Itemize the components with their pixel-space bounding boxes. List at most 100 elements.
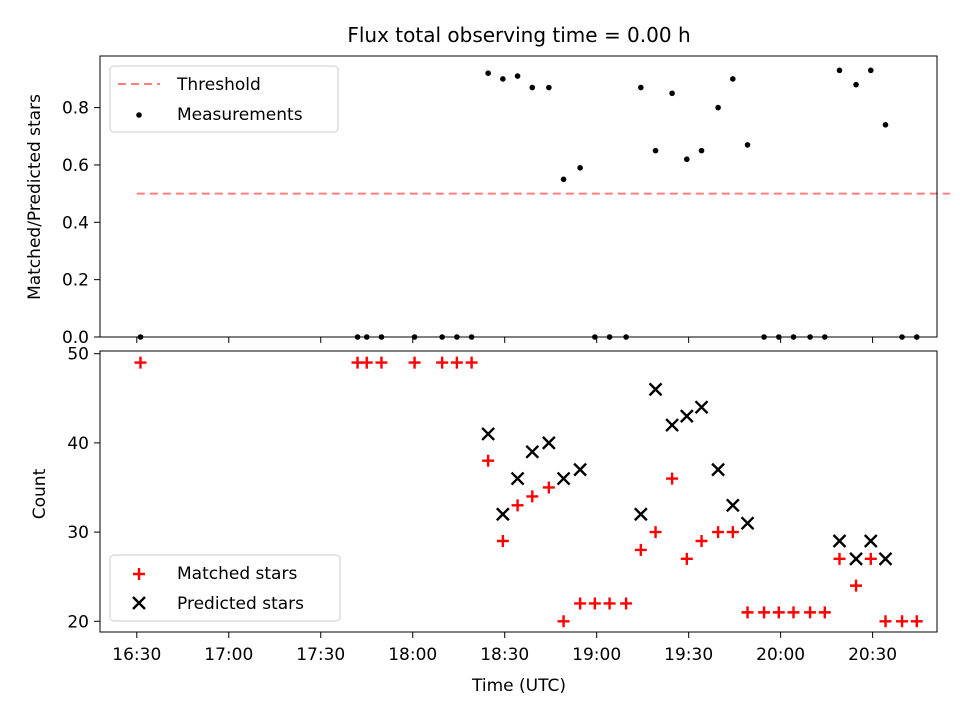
predicted-point — [711, 462, 725, 477]
bottom-axes-frame — [99, 350, 938, 633]
x-tick-label: 19:00 — [572, 645, 621, 665]
measurement-point — [546, 84, 552, 91]
measurement-point — [560, 176, 567, 183]
x-tick-label: 19:30 — [664, 645, 713, 665]
bottom-x-ticks: 16:30 17:00 17:30 18:00 18:30 19:00 19:30 20:00… — [112, 632, 897, 665]
bottom-y-tick-label: 50 — [67, 345, 89, 365]
matched-point — [588, 597, 601, 610]
top-axes-frame — [99, 55, 938, 338]
matched-point — [603, 597, 616, 610]
matched-point — [772, 606, 785, 619]
matched-point — [436, 356, 449, 369]
top-legend-box — [109, 65, 339, 133]
matched-point — [574, 597, 587, 610]
bottom-y-tick-label: 30 — [67, 523, 89, 543]
matched-point — [450, 356, 463, 369]
measurement-point — [715, 104, 721, 111]
predicted-point — [510, 471, 525, 486]
bottom-y-tick-label: 40 — [67, 434, 89, 454]
matched-point — [557, 615, 570, 628]
predicted-point — [878, 552, 893, 566]
predicted-point — [665, 418, 679, 432]
x-axis-label: Time (UTC) — [471, 676, 566, 696]
matched-point — [787, 606, 800, 619]
bottom-y-tick-label: 20 — [67, 612, 89, 632]
x-tick-label: 17:00 — [204, 645, 253, 665]
measurement-point — [867, 67, 874, 74]
matched-point — [818, 606, 831, 619]
measurement-point — [836, 67, 843, 74]
predicted-legend-label: Predicted stars — [177, 594, 304, 614]
threshold-legend-label: Threshold — [176, 75, 261, 95]
measurement-point — [853, 81, 859, 88]
matched-point — [465, 356, 478, 369]
predicted-point — [542, 436, 556, 450]
measurement-point — [652, 147, 659, 154]
top-y-ticks: 0.0 0.2 0.4 0.6 0.8 — [62, 99, 100, 348]
top-y-axis-label: Matched/Predicted stars — [25, 94, 45, 300]
matched-point — [482, 454, 495, 467]
matched-point — [758, 606, 771, 619]
predicted-point — [725, 498, 740, 513]
predicted-point — [740, 516, 755, 531]
matched-point — [864, 552, 877, 565]
matched-point — [496, 535, 509, 548]
predicted-point — [648, 382, 663, 397]
matched-point — [726, 526, 739, 539]
matched-point — [850, 579, 863, 592]
predicted-point — [481, 427, 495, 441]
matched-point — [910, 615, 923, 628]
top-legend: Threshold Measurements — [109, 65, 339, 133]
measurement-point — [684, 156, 690, 163]
x-tick-label: 18:30 — [480, 645, 529, 665]
matched-point — [896, 615, 909, 628]
matched-point — [712, 526, 725, 539]
top-y-tick-label: 0.6 — [62, 156, 89, 176]
matched-point — [360, 356, 373, 369]
x-tick-label: 17:30 — [296, 645, 345, 665]
measurements-legend-label: Measurements — [177, 105, 303, 125]
measurement-point — [698, 147, 705, 154]
measurement-point — [882, 122, 889, 128]
measurement-point — [577, 165, 583, 171]
measurement-point — [500, 76, 506, 82]
measurement-point — [669, 90, 675, 97]
top-x-ticks — [136, 337, 874, 343]
top-y-tick-label: 0.4 — [62, 213, 89, 233]
chart-title: Flux total observing time = 0.00 h — [347, 23, 690, 47]
x-tick-label: 20:00 — [756, 645, 805, 665]
matched-point — [620, 597, 633, 610]
measurement-point — [529, 84, 536, 91]
predicted-point — [525, 444, 540, 459]
measurement-point — [744, 142, 751, 148]
matched-point — [695, 535, 708, 548]
x-tick-label: 16:30 — [112, 645, 161, 665]
matched-point — [634, 543, 647, 556]
bottom-y-ticks: 20 30 40 50 — [67, 345, 100, 632]
matched-point — [408, 356, 421, 369]
measurement-point — [514, 73, 521, 79]
top-y-tick-label: 0.8 — [62, 99, 89, 119]
matched-point — [741, 606, 754, 619]
matched-point — [526, 490, 539, 503]
predicted-point — [496, 507, 510, 522]
matched-legend-swatch — [133, 568, 145, 580]
measurement-point — [485, 70, 491, 77]
matched-point — [375, 356, 388, 369]
matched-legend-label: Matched stars — [177, 564, 297, 584]
measurements-legend-swatch — [136, 112, 142, 118]
matched-point — [680, 552, 693, 565]
matched-point — [833, 552, 846, 565]
matched-point — [666, 472, 679, 485]
predicted-point — [694, 400, 709, 415]
predicted-point — [556, 471, 571, 486]
matched-point — [134, 356, 147, 369]
x-tick-label: 20:30 — [848, 645, 897, 665]
matched-point — [542, 481, 555, 494]
predicted-point — [849, 552, 863, 566]
matched-point — [649, 526, 662, 539]
bottom-legend: Matched stars Predicted stars — [109, 554, 341, 622]
matched-point — [804, 606, 817, 619]
